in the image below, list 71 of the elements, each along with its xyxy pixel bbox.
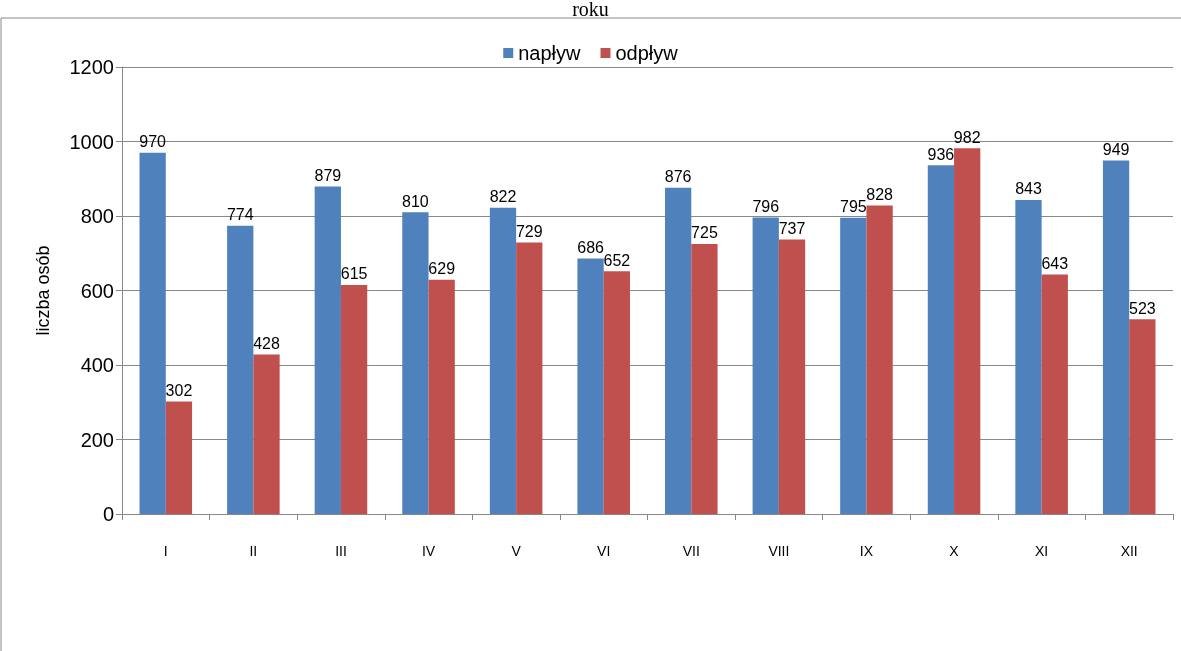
x-tick-label: XII <box>1120 543 1138 559</box>
bar <box>778 239 806 514</box>
data-label: 523 <box>1128 299 1156 317</box>
x-tick-label: VII <box>682 543 700 559</box>
y-tick-label: 200 <box>80 428 114 451</box>
data-label: 725 <box>691 224 718 242</box>
x-tick-label: XI <box>1035 543 1049 559</box>
y-axis-title: liczba osób <box>33 245 53 336</box>
data-label: 652 <box>603 251 631 269</box>
bar <box>165 401 193 514</box>
data-label: 949 <box>1102 141 1130 158</box>
data-label: 876 <box>664 168 692 186</box>
y-tick-label: 800 <box>80 205 114 227</box>
bar <box>253 354 280 514</box>
legend-label: napływ <box>518 42 582 64</box>
x-tick-label: IV <box>421 543 436 559</box>
data-label: 615 <box>340 265 368 283</box>
data-label: 822 <box>489 188 517 206</box>
bar <box>428 279 455 514</box>
x-tick-label: X <box>949 543 960 559</box>
x-tick-label: IX <box>859 543 874 559</box>
bar <box>954 148 981 514</box>
bar <box>603 271 630 514</box>
x-tick-label: VIII <box>768 543 790 559</box>
x-tick-label: II <box>249 543 258 559</box>
data-label: 936 <box>927 145 955 163</box>
bar <box>1129 319 1156 514</box>
x-tick-label: III <box>335 543 347 559</box>
data-label: 796 <box>752 197 780 215</box>
data-label: 828 <box>866 186 894 204</box>
y-tick-label: 600 <box>80 279 114 302</box>
bar <box>402 212 429 514</box>
data-label: 629 <box>428 260 456 278</box>
legend-label: odpływ <box>615 42 679 64</box>
y-tick-label: 1000 <box>69 130 114 153</box>
bar <box>516 242 543 514</box>
bar <box>314 186 341 514</box>
data-label: 774 <box>226 206 254 224</box>
bar <box>340 284 368 514</box>
data-label: 302 <box>165 382 193 400</box>
bar <box>1102 160 1130 514</box>
data-label: 879 <box>314 167 342 185</box>
bar <box>1015 199 1042 514</box>
bar <box>752 217 779 514</box>
data-label: 982 <box>953 128 981 146</box>
bar <box>1041 274 1068 514</box>
bar <box>840 217 867 514</box>
bar <box>691 243 718 514</box>
x-tick-label: I <box>163 543 168 559</box>
bar <box>139 152 166 514</box>
chart-title: roku <box>572 0 609 20</box>
data-label: 810 <box>402 192 429 210</box>
data-label: 970 <box>139 133 167 151</box>
data-label: 843 <box>1015 180 1042 198</box>
data-label: 428 <box>253 335 280 353</box>
data-label: 729 <box>515 222 543 240</box>
x-tick-label: VI <box>597 543 611 559</box>
y-tick-label: 0 <box>102 503 114 525</box>
bar <box>927 165 955 514</box>
bar <box>489 207 517 514</box>
x-tick-label: V <box>511 543 522 559</box>
bar <box>866 205 893 514</box>
data-label: 686 <box>577 238 605 256</box>
bar <box>665 187 692 514</box>
data-label: 643 <box>1041 254 1069 272</box>
y-tick-label: 1200 <box>69 56 114 78</box>
bar <box>227 225 254 514</box>
y-tick-label: 400 <box>80 354 114 376</box>
data-label: 795 <box>839 198 867 216</box>
data-label: 737 <box>778 219 806 237</box>
bar <box>577 258 604 514</box>
